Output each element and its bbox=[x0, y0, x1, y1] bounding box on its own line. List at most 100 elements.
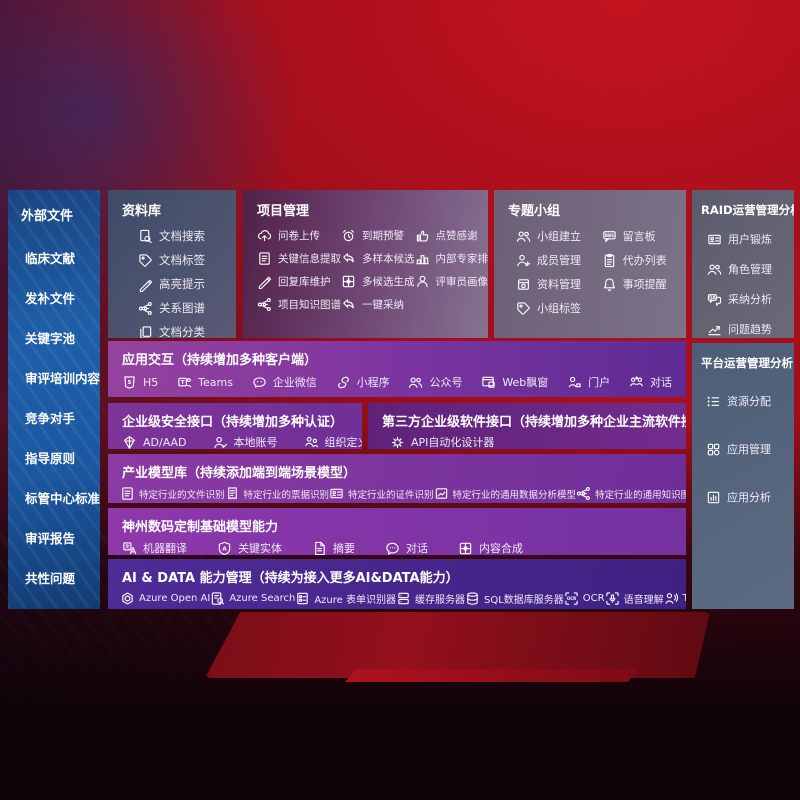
feature-item[interactable]: H5 bbox=[122, 375, 158, 390]
feature-item[interactable]: 成员管理 bbox=[516, 252, 602, 268]
feature-item[interactable]: 特定行业的文件识别 bbox=[120, 486, 225, 501]
raid-analysis-list: 用户锻炼角色管理采纳分析问题趋势 bbox=[692, 218, 794, 337]
feature-item[interactable]: 多样本候选 bbox=[341, 251, 415, 266]
panel-title: 企业级安全接口（持续增加多种认证） bbox=[122, 415, 344, 430]
panel-title: 产业模型库（持续添加端到端场景模型） bbox=[122, 466, 357, 481]
feature-item[interactable]: 用户锻炼 bbox=[707, 231, 794, 247]
sidebar-item[interactable]: 关键字池 bbox=[25, 331, 76, 346]
sidebar-item[interactable]: 审评报告 bbox=[25, 531, 76, 546]
feature-item[interactable]: 特定行业的通用数据分析模型 bbox=[434, 486, 576, 501]
feature-item[interactable]: 门户 bbox=[567, 374, 610, 390]
panel-title: AI & DATA 能力管理（持续为接入更多AI&DATA能力） bbox=[122, 571, 459, 586]
external-files-panel: 外部文件 临床文献发补文件关键字池审评培训内容 竞争对手指导原则标管中心标准 审评报… bbox=[8, 190, 100, 609]
doc-fold-icon bbox=[312, 541, 327, 556]
panel-title: 外部文件 bbox=[21, 209, 74, 224]
feature-item[interactable]: 机器翻译 bbox=[122, 540, 187, 555]
feature-item[interactable]: 文档标签 bbox=[138, 252, 236, 268]
feature-item[interactable]: AD/AAD bbox=[122, 435, 187, 450]
feature-item[interactable]: Azure Open AI bbox=[120, 591, 210, 606]
cache-icon bbox=[396, 591, 411, 606]
feature-item[interactable]: 问题趋势 bbox=[707, 321, 794, 337]
feature-item[interactable]: 资源分配 bbox=[706, 393, 794, 409]
sidebar-item[interactable]: 指导原则 bbox=[25, 451, 76, 466]
shield-icon bbox=[122, 435, 137, 450]
feature-item[interactable]: 特定行业的票据识别 bbox=[225, 486, 329, 501]
feature-item[interactable]: 应用管理 bbox=[706, 441, 794, 457]
app-interaction-panel: 应用交互（持续增加多种客户端） H5 Teams 企业微信 小程序 公众号 Web飘窗 门户… bbox=[108, 341, 686, 397]
feature-item[interactable]: 特定行业的通用知识图谱模型 bbox=[576, 486, 686, 501]
feature-item[interactable]: 特定行业的证件识别 bbox=[329, 486, 434, 501]
sidebar-item[interactable]: 共性问题 bbox=[25, 571, 76, 586]
feature-item[interactable]: SQL数据库服务器 bbox=[465, 591, 564, 606]
feature-item[interactable]: 回复库维护 bbox=[257, 274, 341, 289]
feature-item[interactable]: 摘要 bbox=[312, 540, 355, 555]
feature-item[interactable]: 内部专家排名 bbox=[415, 251, 488, 266]
feature-item[interactable]: Teams bbox=[177, 375, 233, 390]
feature-item[interactable]: 一键采纳 bbox=[341, 297, 415, 312]
feature-item[interactable]: 小组标签 bbox=[516, 300, 602, 316]
sidebar-item[interactable]: 审评培训内容 bbox=[25, 371, 100, 386]
feature-item[interactable]: 到期预警 bbox=[341, 228, 415, 243]
foundation-model-list: 机器翻译 关键实体 摘要 对话 内容合成 bbox=[108, 535, 686, 555]
feature-item[interactable]: 采纳分析 bbox=[707, 291, 794, 307]
feature-item[interactable]: Azure 表单识别器 bbox=[295, 591, 396, 606]
feature-item[interactable]: 高亮提示 bbox=[138, 276, 236, 292]
person-plus-icon bbox=[516, 253, 531, 268]
feature-item[interactable]: 角色管理 bbox=[707, 261, 794, 277]
feature-item[interactable]: 公众号 bbox=[408, 374, 462, 390]
feature-item[interactable]: 组织定义 bbox=[304, 434, 362, 449]
person-check-icon bbox=[213, 435, 228, 450]
person-icon bbox=[415, 274, 430, 289]
feature-item[interactable]: 多候选生成 bbox=[341, 274, 415, 289]
feature-item[interactable]: 对话 bbox=[629, 374, 672, 390]
feature-item[interactable]: 内容合成 bbox=[458, 540, 523, 555]
image-chart-icon bbox=[434, 486, 449, 501]
speech-icon bbox=[605, 591, 620, 606]
feature-item[interactable]: 企业微信 bbox=[252, 374, 317, 390]
feature-item[interactable]: 缓存服务器 bbox=[396, 591, 465, 606]
feature-item[interactable]: 资料管理 bbox=[516, 276, 602, 292]
project-management-list: 问卷上传到期预警点赞感谢关键信息提取多样本候选内部专家排名回复库维护多候选生成评… bbox=[243, 219, 488, 312]
feature-item[interactable]: 项目知识图谱 bbox=[257, 297, 341, 312]
ranking-icon bbox=[415, 251, 430, 266]
feature-item[interactable]: 关系图谱 bbox=[138, 300, 236, 316]
feature-item[interactable]: 应用分析 bbox=[706, 489, 794, 505]
webwin-icon bbox=[481, 375, 496, 390]
platform-analysis-panel: 平台运营管理分析 资源分配 应用管理 应用分析 bbox=[692, 343, 794, 609]
feature-item[interactable]: 关键实体 bbox=[217, 540, 282, 555]
feature-item[interactable]: TTS bbox=[664, 591, 686, 606]
feature-item[interactable]: 问卷上传 bbox=[257, 228, 341, 243]
feature-item[interactable]: 关键信息提取 bbox=[257, 251, 341, 266]
enterprise-security-list: AD/AAD 本地账号 组织定义 bbox=[108, 430, 362, 449]
graph-icon bbox=[138, 301, 153, 316]
ai-data-list: Azure Open AI Azure Search Azure 表单识别器 缓存服务… bbox=[108, 586, 686, 606]
external-files-list: 临床文献发补文件关键字池审评培训内容 竞争对手指导原则标管中心标准 审评报告共性问题 bbox=[8, 224, 100, 609]
feature-item[interactable]: OCR bbox=[564, 591, 605, 606]
feature-item[interactable]: 对话 bbox=[385, 540, 428, 555]
feature-item[interactable]: API自动化设计器 bbox=[390, 434, 494, 449]
sidebar-item[interactable]: 竞争对手 bbox=[25, 411, 76, 426]
sidebar-item[interactable]: 发补文件 bbox=[25, 291, 76, 306]
feature-item[interactable]: 点赞感谢 bbox=[415, 228, 489, 243]
feature-item[interactable]: Web飘窗 bbox=[481, 374, 548, 390]
feature-item[interactable]: 事项提醒 bbox=[602, 276, 676, 292]
feature-item[interactable]: 文档搜索 bbox=[138, 228, 236, 244]
docs-icon bbox=[138, 325, 153, 339]
feature-item[interactable]: 语音理解 bbox=[605, 591, 664, 606]
feature-item[interactable]: 文档分类 bbox=[138, 324, 236, 338]
panel-title: 项目管理 bbox=[257, 204, 310, 219]
topic-group-panel: 专题小组 小组建立 留言板 成员管理 代办列表 资料管理 事项提醒 小组标签 bbox=[494, 190, 686, 338]
feature-item[interactable]: 评审员画像 bbox=[415, 274, 488, 289]
feature-item[interactable]: 留言板 bbox=[602, 228, 676, 244]
feature-item[interactable]: 代办列表 bbox=[602, 252, 676, 268]
feature-item[interactable]: 小组建立 bbox=[516, 228, 602, 244]
feature-item[interactable]: Azure Search bbox=[210, 591, 295, 606]
panel-title: 专题小组 bbox=[508, 204, 561, 219]
feature-item[interactable]: 本地账号 bbox=[213, 434, 278, 449]
translate-icon bbox=[122, 541, 137, 556]
feature-item[interactable]: 小程序 bbox=[336, 374, 390, 390]
api-gear-icon bbox=[390, 435, 405, 450]
sidebar-item[interactable]: 标管中心标准 bbox=[25, 491, 100, 506]
sidebar-item[interactable]: 临床文献 bbox=[25, 251, 76, 266]
